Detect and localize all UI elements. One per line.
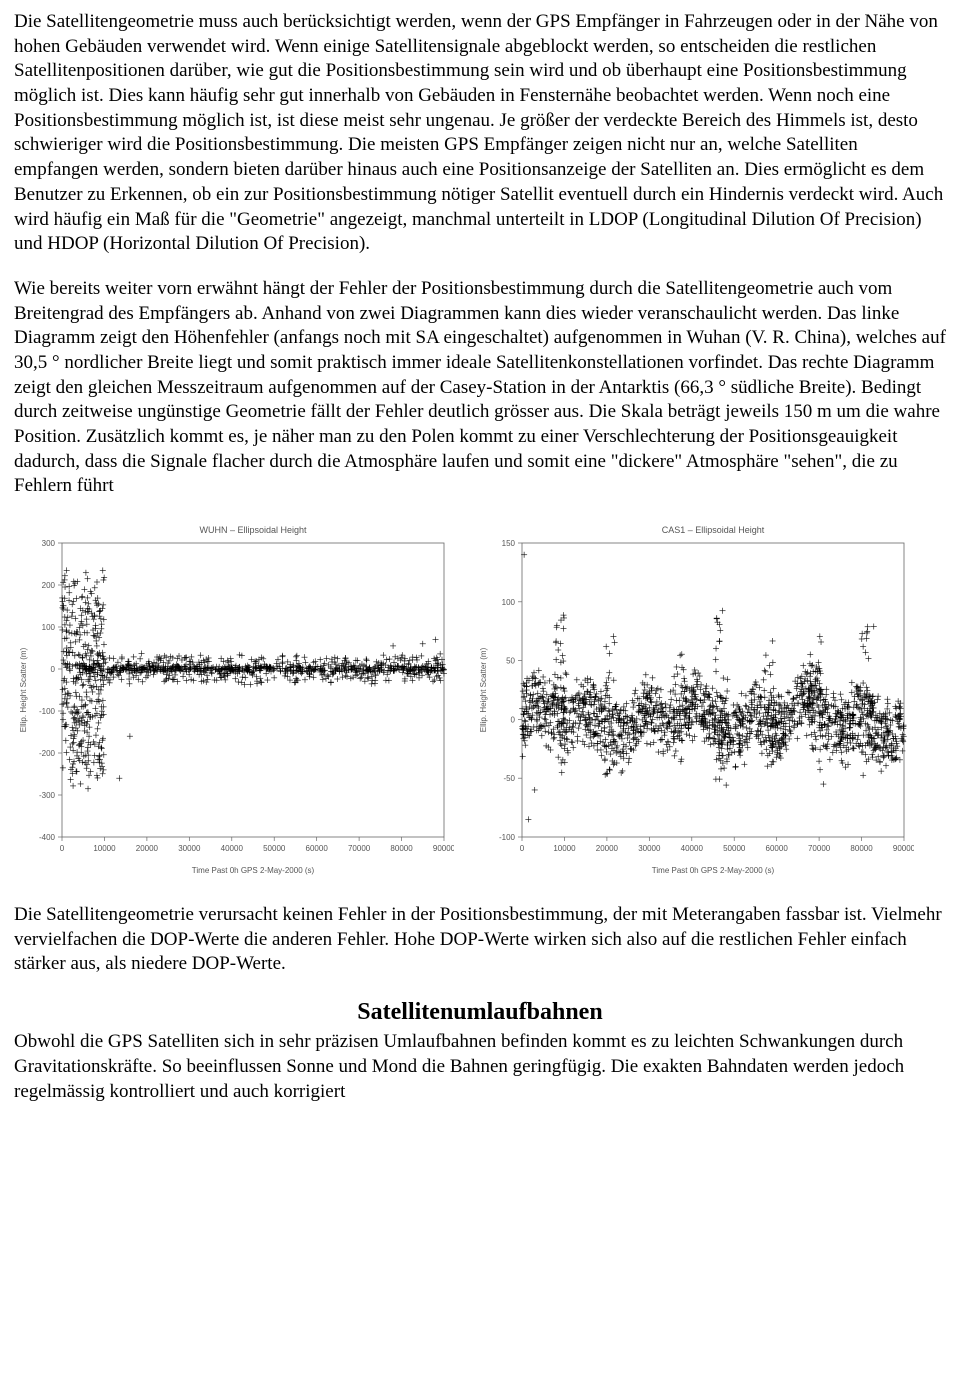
svg-text:80000: 80000 bbox=[850, 844, 873, 853]
chart-left-wrap: WUHN – Ellipsoidal Height010000200003000… bbox=[14, 519, 454, 879]
svg-text:20000: 20000 bbox=[596, 844, 619, 853]
svg-text:30000: 30000 bbox=[638, 844, 661, 853]
paragraph-2: Wie bereits weiter vorn erwähnt hängt de… bbox=[14, 277, 946, 499]
svg-text:60000: 60000 bbox=[306, 844, 329, 853]
svg-text:0: 0 bbox=[520, 844, 525, 853]
svg-text:100: 100 bbox=[502, 598, 516, 607]
chart-right: CAS1 – Ellipsoidal Height 0 10000 20000 3000… bbox=[474, 519, 914, 879]
svg-text:-300: -300 bbox=[39, 791, 56, 800]
svg-text:50: 50 bbox=[506, 657, 515, 666]
svg-text:200: 200 bbox=[42, 581, 56, 590]
heading-orbits: Satellitenumlaufbahnen bbox=[14, 997, 946, 1028]
svg-text:100: 100 bbox=[42, 623, 56, 632]
svg-text:-400: -400 bbox=[39, 833, 56, 842]
svg-text:0: 0 bbox=[51, 665, 56, 674]
paragraph-1: Die Satellitengeometrie muss auch berück… bbox=[14, 10, 946, 257]
svg-text:Ellip. Height Scatter (m): Ellip. Height Scatter (m) bbox=[479, 647, 488, 732]
svg-text:150: 150 bbox=[502, 539, 516, 548]
svg-text:0: 0 bbox=[60, 844, 65, 853]
svg-text:40000: 40000 bbox=[221, 844, 244, 853]
svg-text:CAS1 – Ellipsoidal Height: CAS1 – Ellipsoidal Height bbox=[662, 525, 765, 535]
svg-text:50000: 50000 bbox=[723, 844, 746, 853]
svg-text:20000: 20000 bbox=[136, 844, 159, 853]
chart-right-wrap: CAS1 – Ellipsoidal Height 0 10000 20000 3000… bbox=[474, 519, 914, 879]
svg-text:90000: 90000 bbox=[433, 844, 454, 853]
paragraph-3: Die Satellitengeometrie verursacht keine… bbox=[14, 903, 946, 977]
svg-text:-200: -200 bbox=[39, 749, 56, 758]
svg-text:-50: -50 bbox=[503, 774, 515, 783]
svg-text:Time Past 0h GPS 2-May-2000 (: Time Past 0h GPS 2-May-2000 (s) bbox=[652, 866, 775, 875]
svg-text:10000: 10000 bbox=[93, 844, 116, 853]
paragraph-4: Obwohl die GPS Satelliten sich in sehr p… bbox=[14, 1030, 946, 1104]
svg-text:10000: 10000 bbox=[553, 844, 576, 853]
chart-left: WUHN – Ellipsoidal Height010000200003000… bbox=[14, 519, 454, 879]
svg-text:30000: 30000 bbox=[178, 844, 201, 853]
svg-text:0: 0 bbox=[511, 715, 516, 724]
svg-text:80000: 80000 bbox=[390, 844, 413, 853]
svg-text:Ellip. Height Scatter (m): Ellip. Height Scatter (m) bbox=[19, 647, 28, 732]
svg-text:70000: 70000 bbox=[348, 844, 371, 853]
svg-text:-100: -100 bbox=[39, 707, 56, 716]
svg-text:Time Past 0h GPS 2-May-2000 (: Time Past 0h GPS 2-May-2000 (s) bbox=[192, 866, 315, 875]
svg-text:50000: 50000 bbox=[263, 844, 286, 853]
svg-text:90000: 90000 bbox=[893, 844, 914, 853]
svg-text:40000: 40000 bbox=[681, 844, 704, 853]
svg-text:WUHN – Ellipsoidal Height: WUHN – Ellipsoidal Height bbox=[199, 525, 307, 535]
svg-text:70000: 70000 bbox=[808, 844, 831, 853]
svg-text:300: 300 bbox=[42, 539, 56, 548]
svg-text:-100: -100 bbox=[499, 833, 516, 842]
svg-text:60000: 60000 bbox=[766, 844, 789, 853]
charts-row: WUHN – Ellipsoidal Height010000200003000… bbox=[14, 519, 946, 879]
